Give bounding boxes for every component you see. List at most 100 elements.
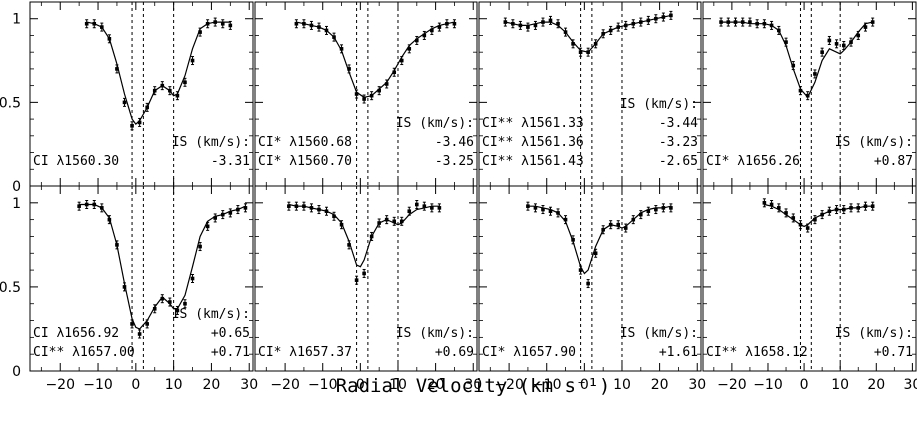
data-point xyxy=(362,94,366,104)
data-point xyxy=(556,19,560,29)
data-point xyxy=(813,215,817,225)
data-point xyxy=(430,25,434,35)
data-point xyxy=(777,203,781,213)
data-point xyxy=(228,20,233,30)
model-fit-line xyxy=(505,14,672,53)
data-point xyxy=(548,206,553,216)
x-tick-label: 10 xyxy=(165,377,183,393)
ion-line-label: CI* λ1657.90 xyxy=(482,345,576,360)
panel-6: −20 −10 0 10 20 30 IS (km/s): CI* λ1657.37 +0.69 xyxy=(254,185,482,393)
data-point xyxy=(213,213,218,223)
panel-frame xyxy=(478,185,702,372)
data-point xyxy=(137,329,142,339)
model-fit-line xyxy=(764,203,873,228)
data-point xyxy=(160,294,165,304)
data-point xyxy=(422,201,427,211)
is-value: +0.65 xyxy=(211,326,250,341)
x-tick-label: −20 xyxy=(717,377,747,393)
data-point xyxy=(243,203,248,213)
x-tick-label: −20 xyxy=(45,377,75,393)
panel-frame xyxy=(29,185,254,372)
data-point xyxy=(623,223,628,233)
model-fit-line xyxy=(86,21,231,125)
data-point xyxy=(586,279,590,289)
x-tick-label: 10 xyxy=(831,377,849,393)
x-tick-label: 0 xyxy=(800,377,809,393)
panel-8: −20 −10 0 10 20 30 IS (km/s): CI** λ1658.12 +0.7… xyxy=(702,185,917,393)
is-value: +0.71 xyxy=(874,345,913,360)
data-point xyxy=(762,198,767,208)
x-tick-label: −10 xyxy=(308,377,338,393)
ion-line-label: CI** λ1657.00 xyxy=(33,345,135,360)
x-axis-label: Radial Velocity (km s⁻¹) xyxy=(336,375,611,397)
data-point xyxy=(399,216,404,226)
x-tick-label: 10 xyxy=(613,377,631,393)
is-value: +0.69 xyxy=(435,345,474,360)
is-header: IS (km/s): xyxy=(172,135,250,150)
data-point xyxy=(784,208,788,218)
data-point xyxy=(748,17,752,27)
is-value: -2.65 xyxy=(659,154,698,169)
ion-line-label: CI* λ1657.37 xyxy=(258,345,352,360)
panel-4: IS (km/s): CI* λ1656.26 +0.87 xyxy=(702,1,917,187)
data-point xyxy=(646,206,651,216)
ion-line-label: CI λ1560.30 xyxy=(33,154,119,169)
is-value: -3.46 xyxy=(435,135,474,150)
is-header: IS (km/s): xyxy=(835,135,913,150)
x-tick-label: 0 xyxy=(131,377,140,393)
data-point xyxy=(548,15,553,25)
data-point xyxy=(190,274,195,283)
x-tick-label: 10 xyxy=(389,377,407,393)
model-fit-line xyxy=(288,203,440,268)
data-point xyxy=(541,205,545,215)
is-header: IS (km/s): xyxy=(620,326,698,341)
data-point xyxy=(377,86,381,96)
ion-line-label: CI* λ1656.26 xyxy=(706,154,800,169)
data-point xyxy=(533,20,538,30)
model-fit-line xyxy=(721,21,873,99)
model-fit-line xyxy=(527,205,672,275)
x-tick-label: 0 xyxy=(356,377,365,393)
data-point xyxy=(84,19,89,29)
panel-1: 0 0.5 1 IS (km/s): CI λ1560.30 -3.31 xyxy=(0,1,254,195)
panel-7: −20 −10 0 10 20 30 IS (km/s): CI* λ1657.90 +1.61 xyxy=(478,185,706,393)
data-point xyxy=(526,22,530,32)
data-point xyxy=(190,56,195,66)
panel-3: IS (km/s): CI** λ1561.33 -3.44 CI** λ1561.3… xyxy=(478,1,702,187)
x-tick-label: 30 xyxy=(903,377,917,393)
y-tick-label: 1 xyxy=(12,196,21,212)
is-value: +0.71 xyxy=(211,345,250,360)
y-tick-label: 1 xyxy=(12,12,21,28)
ion-line-label: CI λ1656.92 xyxy=(33,326,119,341)
data-point xyxy=(452,19,457,29)
data-point xyxy=(578,47,583,57)
data-point xyxy=(654,205,658,215)
data-point xyxy=(791,213,796,223)
data-point xyxy=(616,220,621,230)
data-point xyxy=(414,35,419,45)
y-tick-label: 0.5 xyxy=(0,280,21,296)
x-tick-label: 20 xyxy=(427,377,445,393)
x-tick-label: −20 xyxy=(494,377,524,393)
ion-line-label: CI* λ1560.70 xyxy=(258,154,352,169)
ion-line-label: CI* λ1560.68 xyxy=(258,135,352,150)
panel-5: 0 0.5 1 −20 −10 0 10 20 30 IS (km/s): CI λ1656.92 +… xyxy=(0,185,258,393)
x-tick-label: 20 xyxy=(203,377,221,393)
x-tick-label: −10 xyxy=(83,377,113,393)
data-point xyxy=(820,47,824,57)
is-header: IS (km/s): xyxy=(620,97,698,112)
data-point xyxy=(354,275,359,285)
is-value: +0.87 xyxy=(874,154,913,169)
data-point xyxy=(77,201,81,211)
x-tick-label: −10 xyxy=(532,377,562,393)
data-point xyxy=(130,121,134,131)
data-point xyxy=(769,200,774,209)
data-point xyxy=(719,17,723,27)
data-point xyxy=(805,91,810,101)
data-point xyxy=(183,299,187,309)
is-header: IS (km/s): xyxy=(172,307,250,322)
data-point xyxy=(638,210,643,220)
ion-line-label: CI** λ1658.12 xyxy=(706,345,808,360)
data-point xyxy=(669,203,673,213)
